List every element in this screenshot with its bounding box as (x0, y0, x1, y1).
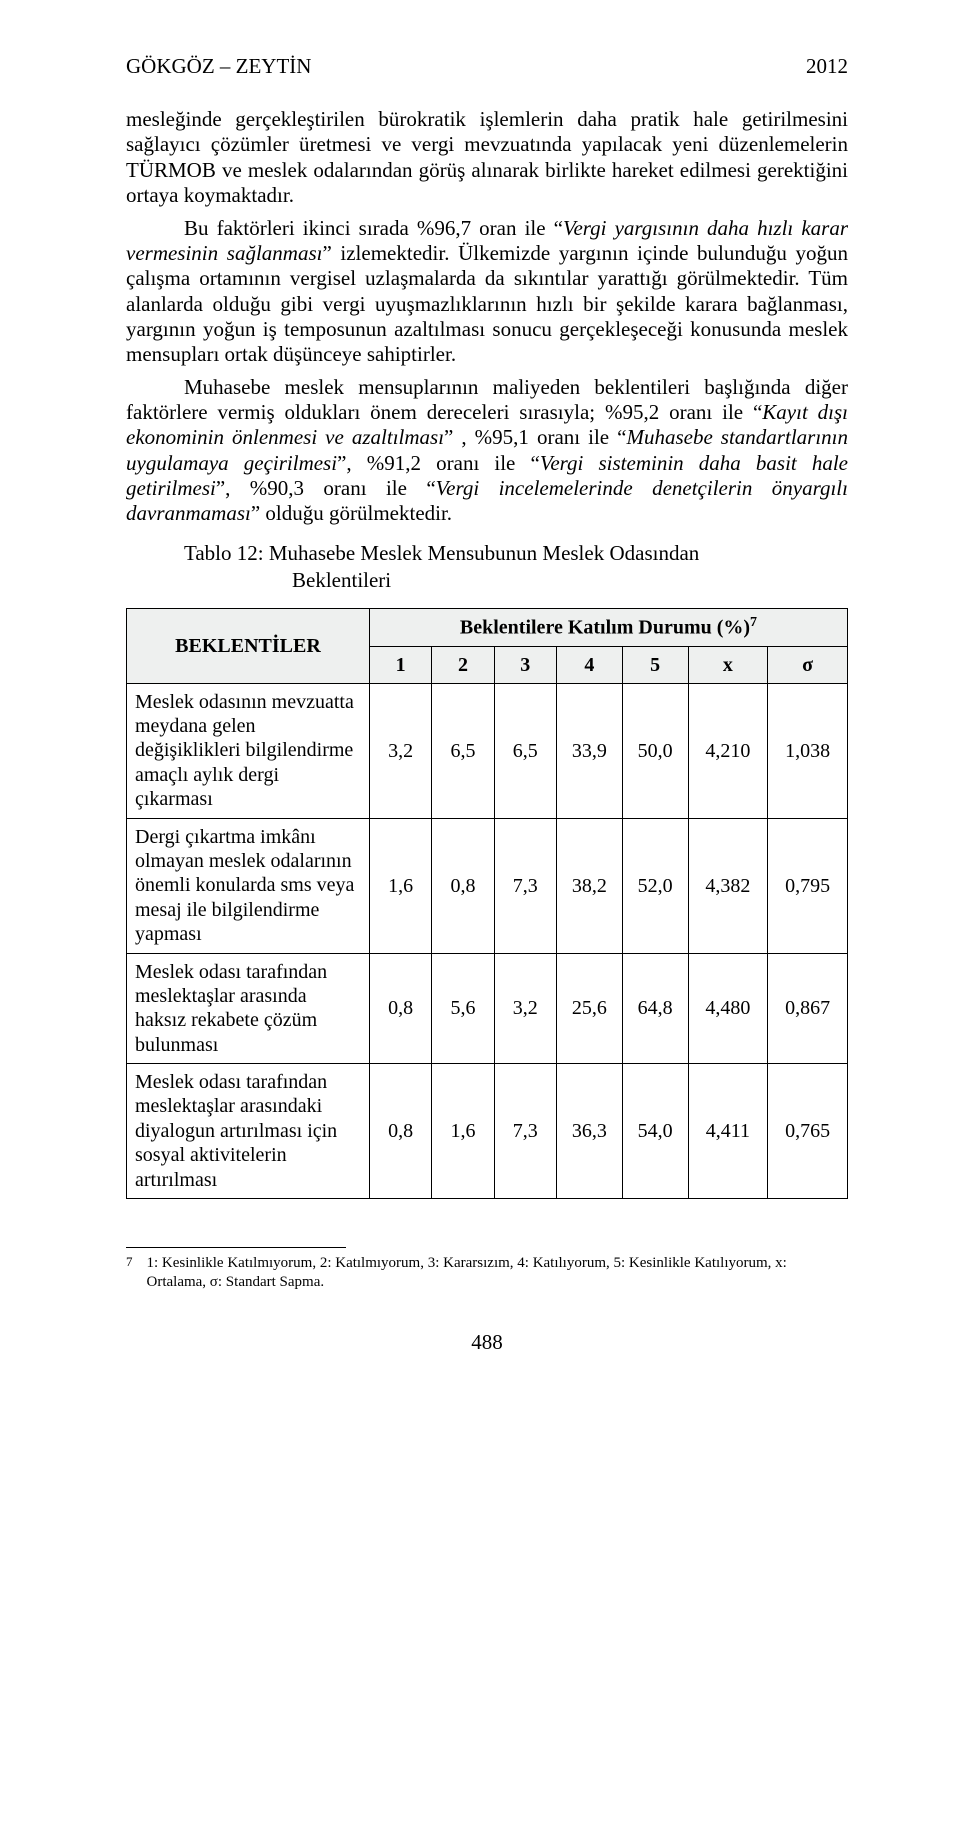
paragraph-3: Muhasebe meslek mensuplarının maliyeden … (126, 375, 848, 526)
header-left: GÖKGÖZ – ZEYTİN (126, 54, 311, 79)
cell: 64,8 (622, 953, 688, 1064)
cell: 4,411 (688, 1064, 768, 1199)
paragraph-2: Bu faktörleri ikinci sırada %96,7 oran i… (126, 216, 848, 367)
table-row: Meslek odası tarafından meslektaşlar ara… (127, 1064, 848, 1199)
row-label: Dergi çıkartma imkânı olmayan meslek oda… (127, 818, 370, 953)
cell: 33,9 (556, 683, 622, 818)
running-header: GÖKGÖZ – ZEYTİN 2012 (126, 54, 848, 79)
cell: 7,3 (494, 818, 556, 953)
cell: 0,867 (768, 953, 848, 1064)
cell: 38,2 (556, 818, 622, 953)
row-label: Meslek odası tarafından meslektaşlar ara… (127, 1064, 370, 1199)
page: GÖKGÖZ – ZEYTİN 2012 mesleğinde gerçekle… (0, 0, 960, 1840)
footnote-rule (126, 1247, 346, 1248)
p3-a: Muhasebe meslek mensuplarının maliyeden … (126, 375, 848, 424)
cell: 25,6 (556, 953, 622, 1064)
page-number: 488 (126, 1330, 848, 1355)
footnote: 7 1: Kesinlikle Katılmıyorum, 2: Katılmı… (126, 1254, 848, 1292)
paragraph-1-text: mesleğinde gerçekleştirilen bürokratik i… (126, 107, 848, 207)
footnote-number: 7 (126, 1254, 133, 1292)
cell: 6,5 (432, 683, 494, 818)
table-row: Meslek odasının mevzuatta meydana gelen … (127, 683, 848, 818)
table-caption: Tablo 12: Muhasebe Meslek Mensubunun Mes… (184, 540, 848, 594)
group-header-sup: 7 (750, 615, 757, 630)
cell: 3,2 (369, 683, 431, 818)
cell: 1,038 (768, 683, 848, 818)
cell: 4,210 (688, 683, 768, 818)
table-caption-line1: Tablo 12: Muhasebe Meslek Mensubunun Mes… (184, 541, 699, 565)
cell: 0,8 (432, 818, 494, 953)
col-2: 2 (432, 646, 494, 683)
p3-b: ” , %95,1 oranı ile “ (444, 425, 626, 449)
footnote-text: 1: Kesinlikle Katılmıyorum, 2: Katılmıyo… (147, 1254, 849, 1292)
p2-a: Bu faktörleri ikinci sırada %96,7 oran i… (184, 216, 563, 240)
paragraph-1: mesleğinde gerçekleştirilen bürokratik i… (126, 107, 848, 208)
table-row: Meslek odası tarafından meslektaşlar ara… (127, 953, 848, 1064)
cell: 7,3 (494, 1064, 556, 1199)
row-label: Meslek odasının mevzuatta meydana gelen … (127, 683, 370, 818)
group-header: Beklentilere Katılım Durumu (%)7 (369, 608, 847, 646)
cell: 5,6 (432, 953, 494, 1064)
cell: 4,480 (688, 953, 768, 1064)
cell: 0,765 (768, 1064, 848, 1199)
col-4: 4 (556, 646, 622, 683)
col-3: 3 (494, 646, 556, 683)
cell: 0,8 (369, 1064, 431, 1199)
col-5: 5 (622, 646, 688, 683)
cell: 6,5 (494, 683, 556, 818)
table-row: Dergi çıkartma imkânı olmayan meslek oda… (127, 818, 848, 953)
cell: 54,0 (622, 1064, 688, 1199)
p3-d: ”, %90,3 oranı ile “ (216, 476, 436, 500)
p3-e: ” olduğu görülmektedir. (251, 501, 452, 525)
table-12: BEKLENTİLER Beklentilere Katılım Durumu … (126, 608, 848, 1199)
group-header-text: Beklentilere Katılım Durumu (%) (460, 617, 750, 639)
col-σ: σ (768, 646, 848, 683)
cell: 1,6 (432, 1064, 494, 1199)
cell: 50,0 (622, 683, 688, 818)
row-label: Meslek odası tarafından meslektaşlar ara… (127, 953, 370, 1064)
table-head: BEKLENTİLER Beklentilere Katılım Durumu … (127, 608, 848, 683)
table-caption-line2: Beklentileri (184, 567, 848, 594)
row-header: BEKLENTİLER (127, 608, 370, 683)
cell: 3,2 (494, 953, 556, 1064)
cell: 0,8 (369, 953, 431, 1064)
p3-c: ”, %91,2 oranı ile “ (337, 451, 540, 475)
cell: 1,6 (369, 818, 431, 953)
cell: 36,3 (556, 1064, 622, 1199)
cell: 4,382 (688, 818, 768, 953)
cell: 0,795 (768, 818, 848, 953)
col-x: x (688, 646, 768, 683)
header-right: 2012 (806, 54, 848, 79)
table-body: Meslek odasının mevzuatta meydana gelen … (127, 683, 848, 1198)
col-1: 1 (369, 646, 431, 683)
cell: 52,0 (622, 818, 688, 953)
